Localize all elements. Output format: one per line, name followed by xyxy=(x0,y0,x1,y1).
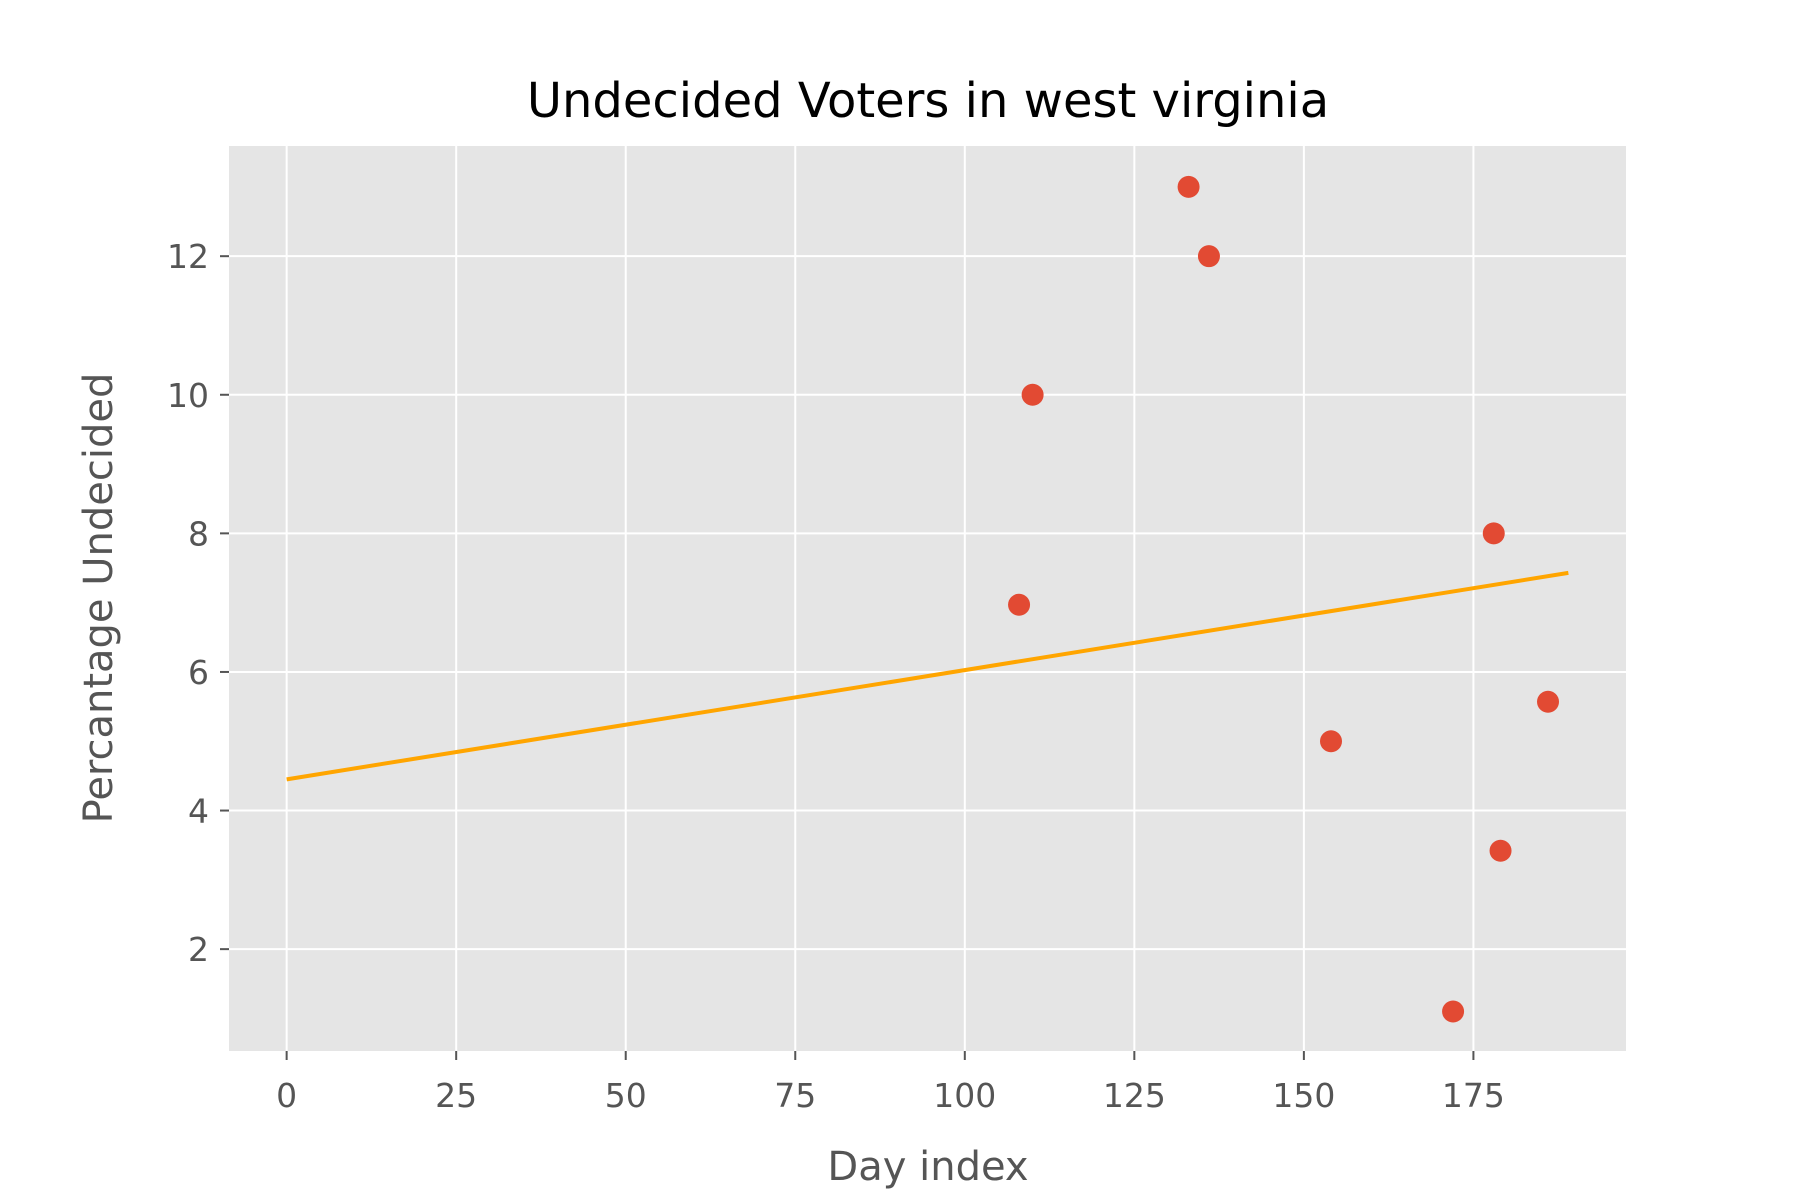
x-tick-label: 100 xyxy=(933,1076,996,1115)
x-tick-label: 125 xyxy=(1103,1076,1166,1115)
trend-line xyxy=(286,570,1569,782)
data-point xyxy=(1442,1000,1465,1023)
data-point xyxy=(1008,593,1031,616)
axes: 0 25 50 75 100 125 150 175 2 4 6 8 10 12 xyxy=(167,237,1505,1115)
x-tick-label: 50 xyxy=(605,1076,647,1115)
data-point xyxy=(1482,522,1505,545)
x-tick-label: 0 xyxy=(276,1076,297,1115)
plot-area xyxy=(229,146,1626,1051)
y-tick-label: 6 xyxy=(188,653,209,692)
y-axis-label: Percantage Undecided xyxy=(76,373,122,824)
y-tick-label: 12 xyxy=(167,237,209,276)
trend-line-layer xyxy=(286,570,1569,782)
x-axis-label: Day index xyxy=(827,1144,1028,1190)
data-point xyxy=(1489,839,1512,862)
x-tick-label: 175 xyxy=(1442,1076,1505,1115)
data-point xyxy=(1197,245,1220,268)
data-point xyxy=(1320,730,1343,753)
x-tick-label: 25 xyxy=(435,1076,477,1115)
y-tick-label: 2 xyxy=(188,930,209,969)
y-tick-label: 10 xyxy=(167,376,209,415)
chart-title: Undecided Voters in west virginia xyxy=(527,73,1329,129)
x-tick-label: 75 xyxy=(774,1076,816,1115)
x-tick-label: 150 xyxy=(1272,1076,1335,1115)
y-tick-label: 4 xyxy=(188,792,209,831)
data-point xyxy=(1021,383,1044,406)
scatter-points xyxy=(1008,175,1560,1023)
data-point xyxy=(1177,175,1200,198)
grid-lines xyxy=(229,146,1626,1051)
y-tick-label: 8 xyxy=(188,514,209,553)
data-point xyxy=(1537,690,1560,713)
